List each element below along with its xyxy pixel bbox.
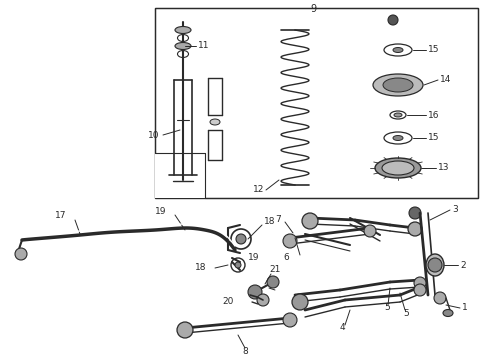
Text: 5: 5 (403, 309, 409, 318)
Ellipse shape (175, 42, 191, 49)
Text: 3: 3 (452, 206, 458, 215)
Ellipse shape (175, 27, 191, 33)
Circle shape (257, 294, 269, 306)
Text: 5: 5 (384, 303, 390, 312)
Circle shape (177, 322, 193, 338)
Circle shape (235, 262, 241, 268)
Text: 17: 17 (55, 211, 67, 220)
Circle shape (267, 276, 279, 288)
Ellipse shape (443, 310, 453, 316)
Circle shape (236, 234, 246, 244)
Circle shape (248, 285, 262, 299)
Ellipse shape (426, 254, 444, 276)
Ellipse shape (375, 158, 421, 178)
Text: 9: 9 (310, 4, 316, 14)
Ellipse shape (382, 161, 414, 175)
Text: 12: 12 (253, 184, 265, 194)
Text: 13: 13 (438, 163, 449, 172)
Text: 15: 15 (428, 45, 440, 54)
Text: 14: 14 (440, 75, 451, 84)
Text: 10: 10 (148, 130, 160, 139)
Bar (155, 153, 205, 198)
Text: 19: 19 (248, 252, 260, 261)
Circle shape (428, 258, 442, 272)
Ellipse shape (383, 78, 413, 92)
Ellipse shape (393, 48, 403, 53)
Circle shape (434, 292, 446, 304)
Circle shape (414, 284, 426, 296)
Circle shape (364, 225, 376, 237)
Circle shape (283, 313, 297, 327)
Circle shape (414, 277, 426, 289)
Text: 2: 2 (460, 261, 465, 270)
Text: 4: 4 (340, 324, 345, 333)
Ellipse shape (210, 119, 220, 125)
Circle shape (302, 213, 318, 229)
Ellipse shape (393, 135, 403, 140)
Text: 18: 18 (264, 217, 275, 226)
Ellipse shape (373, 74, 423, 96)
Text: 8: 8 (242, 346, 248, 356)
Circle shape (409, 207, 421, 219)
Circle shape (388, 15, 398, 25)
Text: 11: 11 (198, 41, 210, 50)
Text: 20: 20 (222, 297, 233, 306)
Text: 15: 15 (428, 134, 440, 143)
Text: 1: 1 (462, 303, 468, 312)
Text: 18: 18 (195, 264, 206, 273)
Bar (155, 8, 478, 198)
Circle shape (15, 248, 27, 260)
Circle shape (292, 294, 308, 310)
Text: 7: 7 (275, 216, 281, 225)
Circle shape (408, 222, 422, 236)
Ellipse shape (394, 113, 402, 117)
Text: 16: 16 (428, 111, 440, 120)
Text: 21: 21 (269, 266, 280, 274)
Text: 19: 19 (155, 207, 167, 216)
Circle shape (283, 234, 297, 248)
Text: 6: 6 (283, 252, 289, 261)
